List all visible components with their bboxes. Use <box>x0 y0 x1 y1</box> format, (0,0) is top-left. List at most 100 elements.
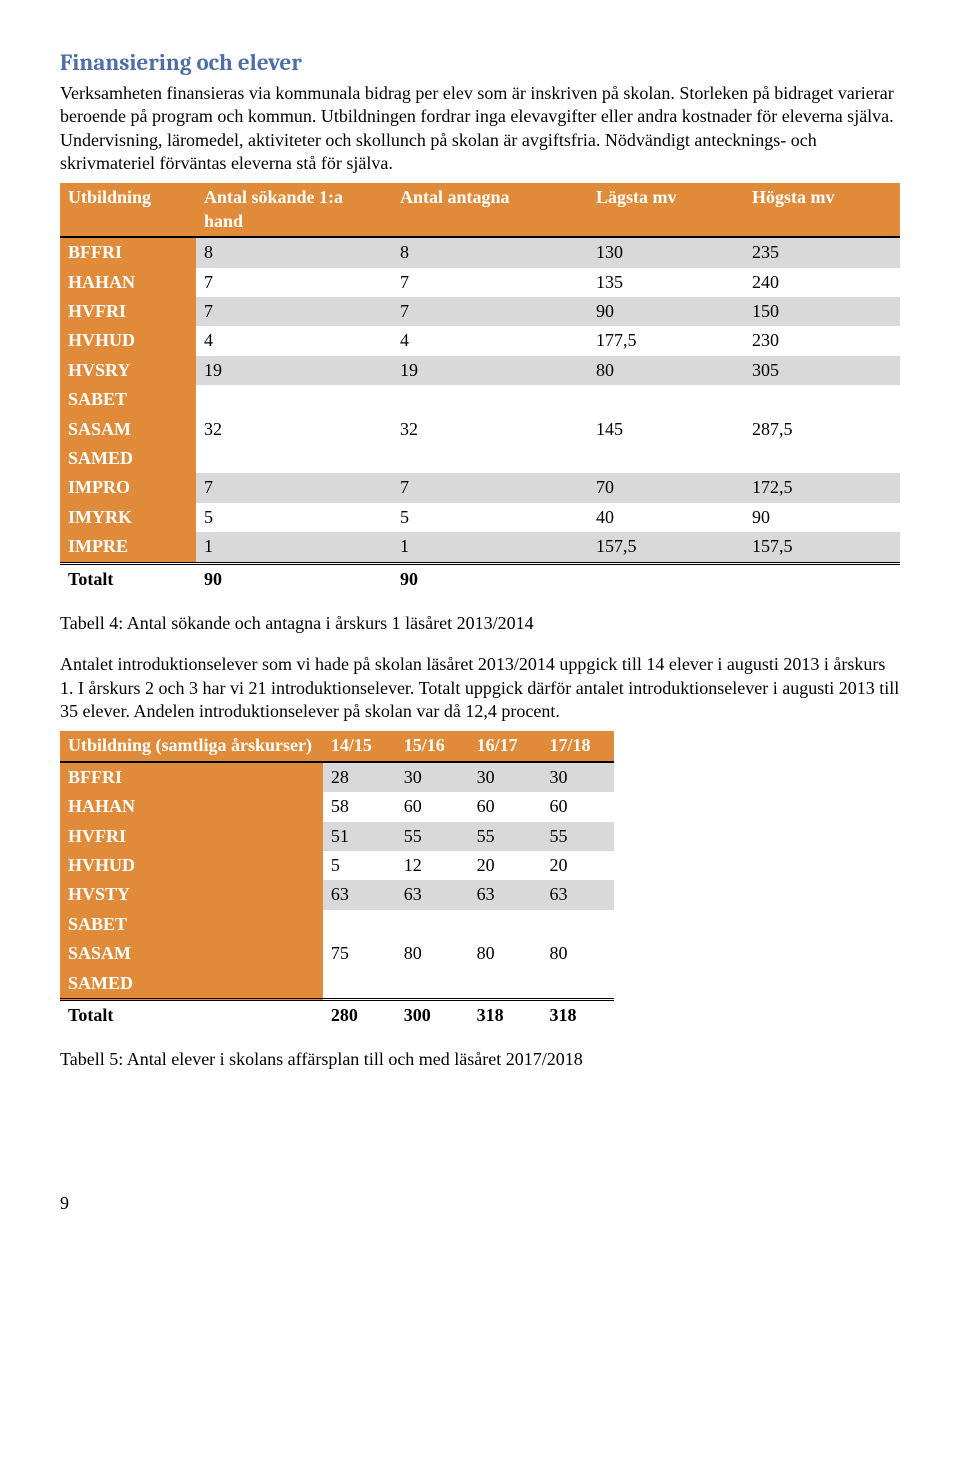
cell <box>744 385 900 414</box>
total-row: Totalt9090 <box>60 563 900 594</box>
cell: 7 <box>196 297 392 326</box>
th-hogsta: Högsta mv <box>744 183 900 237</box>
cell: 80 <box>469 939 542 968</box>
cell: 55 <box>469 822 542 851</box>
th-sokande: Antal sökande 1:a hand <box>196 183 392 237</box>
table-row: HAHAN77135240 <box>60 268 900 297</box>
cell: 80 <box>588 356 744 385</box>
total-cell: 318 <box>469 1000 542 1031</box>
table1-caption: Tabell 4: Antal sökande och antagna i år… <box>60 612 900 635</box>
cell: 40 <box>588 503 744 532</box>
cell: 75 <box>323 939 396 968</box>
cell: 80 <box>396 939 469 968</box>
table-row: IMYRK554090 <box>60 503 900 532</box>
row-code: HAHAN <box>60 268 196 297</box>
total-label: Totalt <box>60 563 196 594</box>
table-row: IMPRO7770172,5 <box>60 473 900 502</box>
cell: 70 <box>588 473 744 502</box>
cell: 30 <box>396 762 469 792</box>
table-row: SASAM75808080 <box>60 939 614 968</box>
cell <box>588 385 744 414</box>
cell: 55 <box>396 822 469 851</box>
cell: 177,5 <box>588 326 744 355</box>
total-cell: 300 <box>396 1000 469 1031</box>
th-lagsta: Lägsta mv <box>588 183 744 237</box>
cell: 145 <box>588 415 744 444</box>
intro-paragraph: Verksamheten finansieras via kommunala b… <box>60 82 900 176</box>
cell: 7 <box>392 297 588 326</box>
table-head: Utbildning Antal sökande 1:a hand Antal … <box>60 183 900 237</box>
table-row: HVSTY63636363 <box>60 880 614 909</box>
table-row: HVFRI51555555 <box>60 822 614 851</box>
cell: 157,5 <box>588 532 744 563</box>
cell <box>469 969 542 1000</box>
cell <box>196 444 392 473</box>
table2-head: Utbildning (samtliga årskurser) 14/15 15… <box>60 731 614 761</box>
cell <box>469 910 542 939</box>
total-cell <box>588 563 744 594</box>
table-row: HVFRI7790150 <box>60 297 900 326</box>
cell: 30 <box>542 762 615 792</box>
cell: 230 <box>744 326 900 355</box>
cell <box>392 444 588 473</box>
row-code: BFFRI <box>60 762 323 792</box>
row-code: HVSTY <box>60 880 323 909</box>
cell: 58 <box>323 792 396 821</box>
page-heading: Finansiering och elever <box>60 48 900 78</box>
row-code: IMYRK <box>60 503 196 532</box>
table-row: BFFRI28303030 <box>60 762 614 792</box>
cell <box>396 910 469 939</box>
total-cell: 90 <box>392 563 588 594</box>
cell <box>323 969 396 1000</box>
th-antagna: Antal antagna <box>392 183 588 237</box>
cell: 63 <box>396 880 469 909</box>
cell: 20 <box>542 851 615 880</box>
table-row: SASAM3232145287,5 <box>60 415 900 444</box>
cell: 28 <box>323 762 396 792</box>
cell: 305 <box>744 356 900 385</box>
total-row: Totalt280300318318 <box>60 1000 614 1031</box>
cell: 60 <box>469 792 542 821</box>
cell <box>744 444 900 473</box>
row-code: SAMED <box>60 444 196 473</box>
cell: 1 <box>196 532 392 563</box>
cell: 19 <box>196 356 392 385</box>
cell: 172,5 <box>744 473 900 502</box>
cell: 5 <box>392 503 588 532</box>
cell: 8 <box>392 237 588 267</box>
cell: 157,5 <box>744 532 900 563</box>
row-code: HVSRY <box>60 356 196 385</box>
cell: 55 <box>542 822 615 851</box>
cell: 7 <box>196 268 392 297</box>
cell <box>542 910 615 939</box>
row-code: SASAM <box>60 939 323 968</box>
cell: 32 <box>196 415 392 444</box>
table-body: BFFRI88130235HAHAN77135240HVFRI7790150HV… <box>60 237 900 594</box>
cell <box>588 444 744 473</box>
cell: 20 <box>469 851 542 880</box>
page-number: 9 <box>60 1192 900 1215</box>
row-code: HAHAN <box>60 792 323 821</box>
table-row: SAMED <box>60 444 900 473</box>
row-code: SAMED <box>60 969 323 1000</box>
table-row: SABET <box>60 385 900 414</box>
cell: 135 <box>588 268 744 297</box>
row-code: HVFRI <box>60 297 196 326</box>
cell: 150 <box>744 297 900 326</box>
cell: 130 <box>588 237 744 267</box>
cell: 32 <box>392 415 588 444</box>
cell: 63 <box>469 880 542 909</box>
row-code: SABET <box>60 910 323 939</box>
total-label: Totalt <box>60 1000 323 1031</box>
cell: 7 <box>196 473 392 502</box>
cell <box>196 385 392 414</box>
table-row: HVHUD5122020 <box>60 851 614 880</box>
table2-caption: Tabell 5: Antal elever i skolans affärsp… <box>60 1048 900 1071</box>
row-code: SABET <box>60 385 196 414</box>
row-code: BFFRI <box>60 237 196 267</box>
row-code: HVHUD <box>60 326 196 355</box>
table-applicants: Utbildning Antal sökande 1:a hand Antal … <box>60 183 900 593</box>
th2-utbildning: Utbildning (samtliga årskurser) <box>60 731 323 761</box>
row-code: IMPRE <box>60 532 196 563</box>
cell: 51 <box>323 822 396 851</box>
